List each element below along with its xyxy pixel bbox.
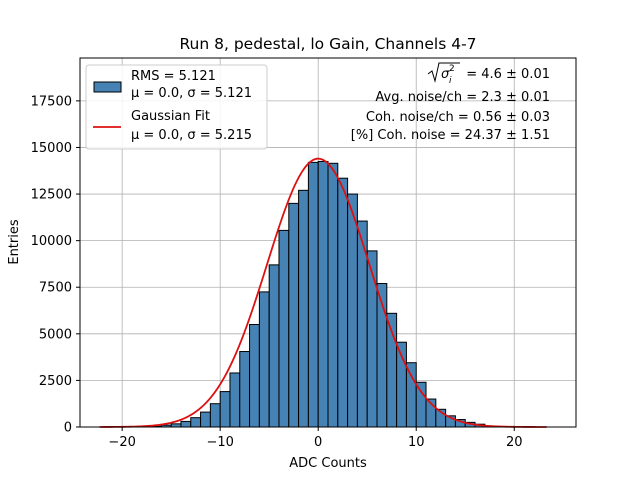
axes-frame — [79, 57, 577, 428]
sigma-superscript: 2 — [449, 64, 455, 74]
x-axis-label: ADC Counts — [289, 456, 367, 471]
chart-title: Run 8, pedestal, lo Gain, Channels 4-7 — [179, 35, 476, 53]
y-tick-label: 2500 — [39, 374, 72, 389]
annotations: σ i 2 = 4.6 ± 0.01 Avg. noise/ch = 2.3 ±… — [351, 62, 550, 143]
histogram-bar — [180, 420, 192, 428]
sigma-i-formula: σ i 2 — [427, 62, 460, 86]
histogram-bar — [258, 291, 270, 428]
y-tick-label: 10000 — [31, 234, 72, 249]
histogram-bar — [327, 162, 339, 428]
histogram-bar — [239, 351, 251, 428]
y-tick-label: 5000 — [39, 327, 72, 342]
x-tick-label: 20 — [506, 435, 523, 450]
x-tick-label: −20 — [108, 435, 135, 450]
sigma-symbol: σ — [441, 67, 450, 82]
legend: RMS = 5.121 μ = 0.0, σ = 5.121 Gaussian … — [85, 64, 268, 150]
y-tick-label: 17500 — [31, 94, 72, 109]
legend-entry-1-line1: RMS = 5.121 — [131, 69, 216, 84]
histogram-bar — [200, 411, 211, 428]
histogram-bar — [347, 193, 358, 428]
histogram-bar — [415, 381, 427, 428]
annotation-line1-value: = 4.6 ± 0.01 — [466, 67, 550, 82]
histogram-bar — [405, 362, 417, 428]
legend-entry-2-line2: μ = 0.0, σ = 5.215 — [131, 128, 252, 143]
sqrt-symbol — [427, 62, 460, 83]
y-tick-label: 12500 — [31, 188, 72, 203]
x-tick-label: 10 — [408, 435, 425, 450]
histogram-bar — [229, 372, 241, 428]
annotation-avg-noise: Avg. noise/ch = 2.3 ± 0.01 — [375, 90, 550, 105]
histogram-bar — [249, 324, 260, 428]
gaussian-fit-curve — [99, 157, 547, 428]
histogram-bar — [298, 189, 309, 428]
y-tick-label: 0 — [64, 421, 72, 436]
histogram-bar — [278, 229, 290, 428]
y-axis-label: Entries — [7, 219, 22, 265]
legend-entry-2-line1: Gaussian Fit — [131, 109, 210, 124]
legend-histogram-patch — [93, 81, 122, 93]
x-tick-label: 0 — [314, 435, 322, 450]
histogram-bar — [366, 250, 378, 428]
histogram-bar — [209, 403, 221, 428]
annotation-coh-noise: Coh. noise/ch = 0.56 ± 0.03 — [366, 110, 550, 125]
legend-box — [85, 64, 268, 150]
histogram-bar — [307, 161, 319, 428]
legend-entry-1-line2: μ = 0.0, σ = 5.121 — [131, 86, 252, 101]
annotation-coh-noise-percent: [%] Coh. noise = 24.37 ± 1.51 — [351, 128, 550, 143]
histogram-bar — [268, 264, 280, 428]
x-tick-label: −10 — [206, 435, 233, 450]
y-tick-label: 7500 — [39, 281, 72, 296]
y-tick-label: 15000 — [31, 141, 72, 156]
histogram-bar — [288, 202, 300, 428]
sigma-subscript: i — [449, 76, 452, 86]
histogram-bar — [337, 177, 349, 428]
histogram-bar — [190, 417, 202, 428]
histogram-bar — [219, 391, 231, 428]
axis-ticks: −20 −10 0 10 20 0 2500 5000 7500 10000 12500 15000 1… — [31, 94, 523, 450]
histogram-bar — [317, 160, 329, 428]
